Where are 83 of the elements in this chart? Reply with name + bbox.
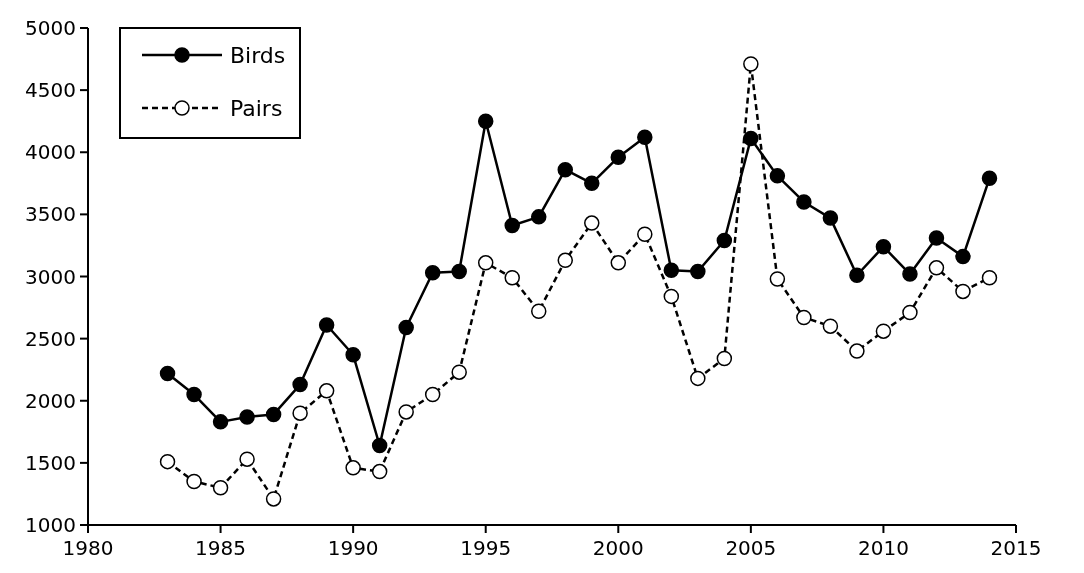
point: [186, 386, 202, 403]
point: [424, 386, 441, 403]
point: [504, 217, 520, 234]
y-tick-label: 3000: [25, 264, 76, 289]
point: [981, 269, 998, 286]
point: [398, 404, 414, 420]
legend-label: Pairs: [230, 95, 283, 121]
y-tick-label: 3500: [25, 202, 76, 227]
point: [371, 463, 388, 480]
point: [875, 238, 892, 255]
y-tick-label: 5000: [25, 16, 76, 40]
y-tick-label: 4000: [25, 140, 76, 165]
point: [186, 473, 202, 490]
point: [637, 129, 653, 146]
point: [610, 255, 627, 271]
point: [690, 370, 706, 387]
point: [212, 414, 229, 430]
point: [318, 317, 335, 333]
point: [239, 451, 255, 467]
point: [769, 168, 786, 184]
point: [292, 376, 308, 393]
x-tick-label: 1980: [62, 536, 114, 560]
point: [875, 323, 892, 339]
x-tick-label: 2005: [725, 536, 777, 560]
y-tick-label: 1000: [25, 513, 76, 537]
point: [716, 350, 733, 367]
point: [637, 226, 653, 243]
point: [530, 303, 547, 320]
point: [584, 175, 600, 192]
x-tick-label: 1995: [460, 536, 512, 560]
point: [477, 255, 494, 271]
point: [345, 460, 361, 476]
point: [928, 260, 945, 276]
point: [690, 263, 706, 280]
point: [902, 304, 918, 321]
x-tick-label: 1985: [195, 536, 247, 560]
y-tick-label: 1500: [25, 450, 76, 475]
x-tick-label: 1990: [327, 536, 379, 560]
point: [239, 409, 255, 425]
point: [955, 283, 971, 300]
point: [318, 383, 335, 399]
point: [796, 309, 812, 326]
point: [849, 343, 865, 359]
y-tick-label: 4500: [25, 78, 76, 103]
point: [557, 252, 574, 269]
point: [424, 265, 441, 281]
point: [743, 130, 759, 147]
point: [955, 248, 971, 265]
x-tick-label: 2010: [857, 536, 909, 560]
point: [663, 288, 680, 305]
point: [292, 405, 308, 421]
point: [584, 215, 600, 231]
point: [557, 161, 574, 178]
point: [981, 170, 998, 187]
point: [796, 194, 812, 210]
point: [345, 347, 361, 363]
y-tick-label: 2500: [25, 326, 76, 351]
legend-label: Birds: [230, 42, 286, 68]
point: [159, 453, 176, 470]
point: [451, 263, 467, 280]
point: [212, 479, 229, 496]
point: [451, 364, 467, 380]
point: [477, 113, 494, 129]
point: [159, 365, 176, 382]
point: [610, 149, 627, 165]
point: [371, 437, 388, 454]
y-tick-label: 2000: [25, 388, 76, 413]
point: [265, 406, 282, 423]
point: [663, 262, 680, 279]
point: [398, 319, 414, 336]
point: [716, 232, 733, 249]
point: [902, 266, 918, 282]
x-tick-label: 2015: [990, 536, 1042, 560]
point: [849, 267, 865, 284]
point: [743, 56, 759, 72]
point: [928, 230, 945, 246]
point: [822, 210, 839, 226]
point: [822, 318, 839, 334]
point: [530, 209, 547, 225]
point: [504, 269, 520, 286]
x-tick-label: 2000: [592, 536, 644, 560]
point: [769, 271, 786, 287]
point: [265, 491, 282, 507]
